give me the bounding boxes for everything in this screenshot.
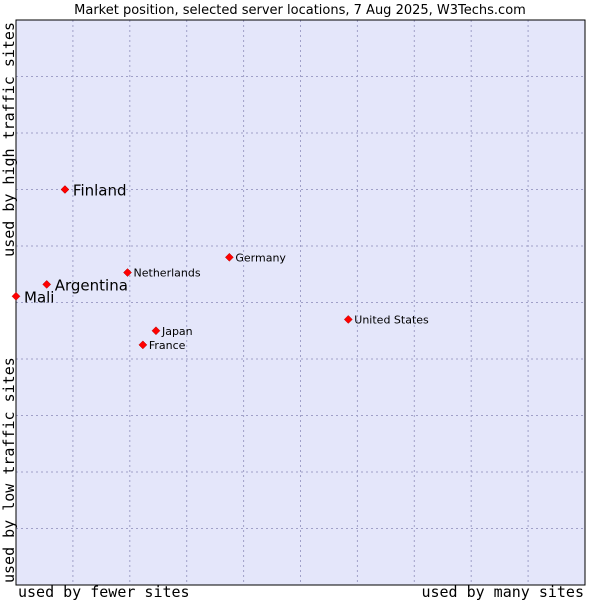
point-marker-argentina xyxy=(42,280,52,289)
x-axis-label-right: used by many sites xyxy=(421,583,584,600)
chart-title: Market position, selected server locatio… xyxy=(74,3,526,18)
point-marker-finland xyxy=(60,185,70,194)
point-marker-united-states xyxy=(343,315,353,324)
y-axis-label-top: used by high traffic sites xyxy=(0,22,18,257)
point-marker-germany xyxy=(225,252,234,262)
point-marker-france xyxy=(138,340,148,350)
point-marker-netherlands xyxy=(123,268,132,277)
point-label-argentina: Argentina xyxy=(55,276,128,294)
grid-lines xyxy=(16,20,585,585)
point-label-germany: Germany xyxy=(235,251,286,264)
point-label-france: France xyxy=(149,339,186,352)
point-label-united-states: United States xyxy=(354,313,429,326)
point-label-japan: Japan xyxy=(161,325,193,338)
point-label-finland: Finland xyxy=(73,182,127,200)
point-label-mali: Mali xyxy=(24,288,54,306)
point-marker-japan xyxy=(151,326,161,336)
point-marker-mali xyxy=(11,291,21,301)
point-label-netherlands: Netherlands xyxy=(134,267,201,280)
plot-border xyxy=(15,19,586,586)
x-axis-label-left: used by fewer sites xyxy=(18,583,190,600)
y-axis-label-bottom: used by low traffic sites xyxy=(0,357,18,583)
